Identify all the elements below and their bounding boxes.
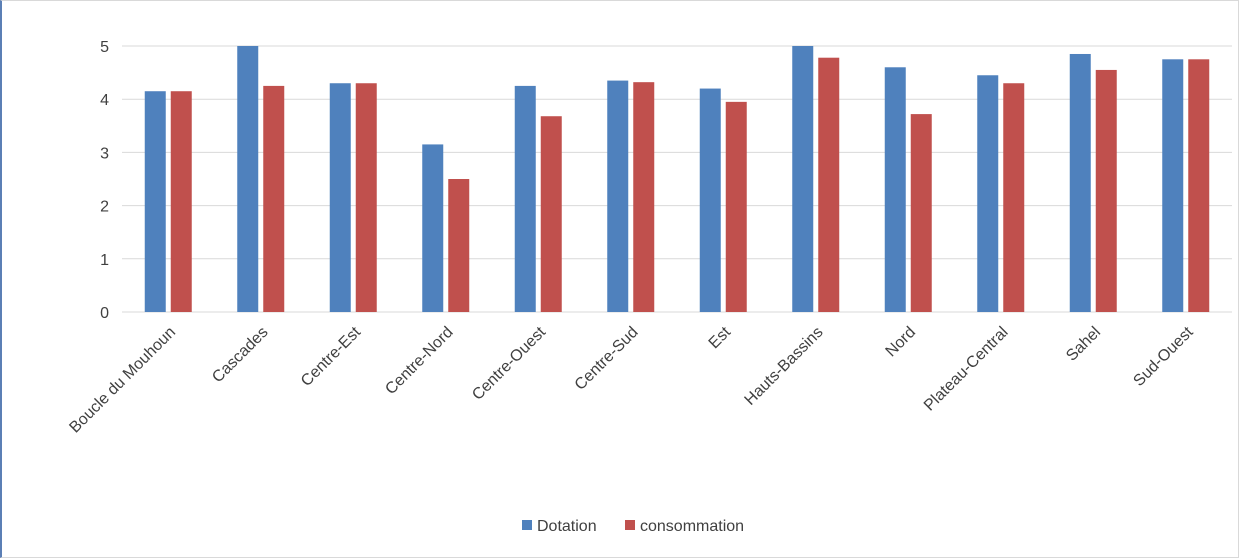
legend: Dotation consommation xyxy=(522,518,744,535)
legend-item-dotation: Dotation xyxy=(522,518,597,535)
legend-item-consommation: consommation xyxy=(625,518,744,535)
x-tick-label: Sud-Ouest xyxy=(1130,323,1196,389)
gridlines xyxy=(122,45,1232,313)
x-tick-label: Plateau-Central xyxy=(921,324,1012,415)
bar-consommation-11 xyxy=(1095,69,1117,312)
x-tick-label: Centre-Est xyxy=(298,323,364,389)
legend-label: consommation xyxy=(640,518,744,535)
y-tick-label: 1 xyxy=(100,252,109,269)
y-axis-ticks: 0 1 2 3 4 5 xyxy=(100,39,109,322)
bar-consommation-5 xyxy=(540,116,562,312)
x-tick-label: Nord xyxy=(883,324,920,361)
bar-consommation-6 xyxy=(633,82,655,313)
bar-consommation-10 xyxy=(1003,83,1025,313)
legend-swatch xyxy=(625,520,635,530)
x-tick-label: Est xyxy=(706,323,735,352)
bar-dotation-2 xyxy=(237,46,259,312)
bars xyxy=(144,46,1210,313)
bar-consommation-7 xyxy=(725,101,747,312)
bar-consommation-2 xyxy=(263,85,285,313)
bar-dotation-5 xyxy=(514,85,536,313)
bar-dotation-12 xyxy=(1162,59,1184,312)
y-tick-label: 0 xyxy=(100,305,109,322)
x-tick-label: Sahel xyxy=(1063,324,1104,365)
bar-dotation-9 xyxy=(884,67,906,312)
bar-consommation-12 xyxy=(1188,59,1210,312)
bar-dotation-1 xyxy=(144,91,166,312)
x-tick-label: Hauts-Bassins xyxy=(742,324,827,409)
bar-consommation-4 xyxy=(448,179,470,312)
x-tick-label: Centre-Ouest xyxy=(469,323,549,403)
x-axis-ticks: Boucle du Mouhoun Cascades Centre-Est Centr… xyxy=(66,323,1197,436)
y-tick-label: 2 xyxy=(100,199,109,216)
bar-dotation-10 xyxy=(977,75,999,312)
bar-dotation-6 xyxy=(607,80,629,312)
x-tick-label: Centre-Nord xyxy=(382,324,456,398)
bar-consommation-9 xyxy=(910,114,932,312)
x-tick-label: Centre-Sud xyxy=(572,324,642,394)
x-tick-label: Cascades xyxy=(209,324,271,386)
bar-dotation-7 xyxy=(699,88,721,312)
bar-dotation-8 xyxy=(792,46,814,312)
y-tick-label: 5 xyxy=(100,39,109,56)
legend-label: Dotation xyxy=(537,518,597,535)
legend-swatch xyxy=(522,520,532,530)
bar-consommation-8 xyxy=(818,57,840,313)
bar-consommation-3 xyxy=(355,83,377,313)
y-tick-label: 4 xyxy=(100,92,109,109)
bar-dotation-4 xyxy=(422,144,444,312)
bar-dotation-3 xyxy=(329,83,351,313)
y-tick-label: 3 xyxy=(100,145,109,162)
bar-consommation-1 xyxy=(170,91,192,312)
bar-dotation-11 xyxy=(1069,53,1091,312)
x-tick-label: Boucle du Mouhoun xyxy=(66,324,179,437)
